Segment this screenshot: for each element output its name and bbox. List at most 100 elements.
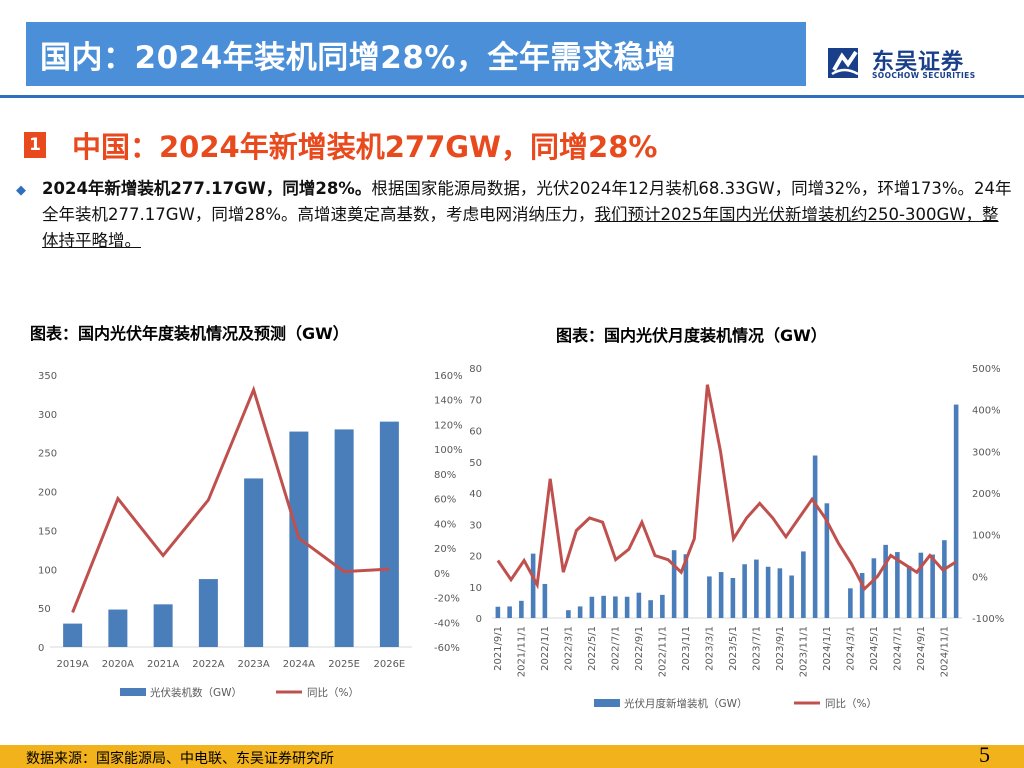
y-left-tick-label: 10 bbox=[469, 583, 482, 594]
y-right-tick-label: 100% bbox=[972, 531, 1001, 542]
x-tick-label: 2021A bbox=[147, 659, 179, 670]
x-tick-label: 2021/9/1 bbox=[493, 626, 504, 671]
y-right-tick-label: 120% bbox=[434, 420, 463, 431]
y-right-tick-label: 0% bbox=[972, 572, 988, 583]
bar-2025E bbox=[334, 429, 354, 647]
x-tick-label: 2024/7/1 bbox=[892, 626, 903, 671]
bar-2024/6/1 bbox=[883, 544, 888, 618]
y-left-tick-label: 50 bbox=[38, 604, 51, 615]
bar-2023/5/1 bbox=[730, 578, 736, 618]
y-left-tick-label: 80 bbox=[469, 364, 482, 375]
bar-2023/8/1 bbox=[765, 566, 771, 618]
x-tick-label: 2024/9/1 bbox=[916, 626, 927, 671]
y-right-tick-label: -20% bbox=[434, 594, 460, 605]
bar-2023/7/1 bbox=[754, 559, 759, 618]
bar-2022/9/1 bbox=[636, 592, 642, 618]
bar-2021/11/1 bbox=[519, 600, 524, 618]
x-tick-label: 2021/11/1 bbox=[516, 626, 527, 677]
bar-2022/6/1 bbox=[601, 595, 606, 618]
legend-bar-swatch bbox=[594, 699, 620, 707]
bar-2022/8/1 bbox=[624, 596, 630, 618]
y-left-tick-label: 200 bbox=[38, 488, 57, 499]
bar-2021A bbox=[153, 604, 173, 647]
page-number: 5 bbox=[979, 742, 990, 767]
y-left-tick-label: 0 bbox=[476, 614, 482, 625]
y-right-tick-label: -40% bbox=[434, 618, 460, 629]
summary-paragraph: 2024年新增装机277.17GW，同增28%。根据国家能源局数据，光伏2024… bbox=[42, 176, 1012, 254]
y-left-tick-label: 150 bbox=[38, 526, 57, 537]
bar-2022/4/1 bbox=[577, 606, 583, 618]
y-right-tick-label: 80% bbox=[434, 470, 456, 481]
diamond-bullet-icon: ◆ bbox=[16, 183, 26, 198]
bar-2021/9/1 bbox=[495, 606, 501, 618]
summary-text: 根据国家能源局数据，光伏2024年12月装机68.33GW，同增32%，环增17… bbox=[42, 179, 1012, 224]
bar-2022/11/1 bbox=[660, 594, 665, 618]
bar-2023/12/1 bbox=[812, 455, 818, 618]
x-tick-label: 2022/1/1 bbox=[540, 626, 551, 671]
title-bar: 国内：2024年装机同增28%，全年需求稳增 bbox=[26, 22, 806, 86]
summary-underlined: 我们预计2025年国内光伏新增装机约250-300GW，整体持平略增。 bbox=[42, 205, 999, 250]
x-tick-label: 2026E bbox=[373, 659, 405, 670]
yoy-line bbox=[71, 385, 390, 613]
y-right-tick-label: 160% bbox=[434, 371, 463, 382]
y-right-tick-label: 500% bbox=[972, 364, 1001, 375]
bar-2024/3/1 bbox=[848, 588, 853, 618]
bar-2019A bbox=[63, 623, 83, 647]
y-right-tick-label: -60% bbox=[434, 643, 460, 654]
soochow-logo-icon bbox=[828, 48, 859, 78]
bar-2023/6/1 bbox=[742, 564, 747, 618]
legend-line-label: 同比（%） bbox=[825, 697, 877, 710]
y-left-tick-label: 30 bbox=[469, 520, 482, 531]
x-tick-label: 2025E bbox=[328, 659, 360, 670]
legend-line-label: 同比（%） bbox=[307, 686, 359, 699]
y-left-tick-label: 0 bbox=[38, 643, 44, 654]
y-right-tick-label: 100% bbox=[434, 445, 463, 456]
bar-2022A bbox=[198, 579, 218, 647]
bar-2023/3/1 bbox=[707, 576, 712, 618]
logo-text-cn: 东吴证券 bbox=[872, 50, 965, 75]
bar-2024/10/1 bbox=[930, 554, 935, 618]
bar-2022/7/1 bbox=[613, 596, 618, 618]
bar-2022/1/1 bbox=[542, 583, 548, 618]
bar-2023/9/1 bbox=[777, 568, 783, 618]
x-tick-label: 2024/3/1 bbox=[845, 626, 856, 671]
x-tick-label: 2023/3/1 bbox=[704, 626, 715, 671]
bar-2024/4/1 bbox=[859, 573, 865, 618]
bar-2024/1/1 bbox=[824, 503, 830, 618]
yoy-line bbox=[496, 384, 957, 592]
x-tick-label: 2023/7/1 bbox=[751, 626, 762, 671]
bar-2024/8/1 bbox=[906, 566, 912, 618]
x-tick-label: 2024/5/1 bbox=[869, 626, 880, 671]
x-tick-label: 2022A bbox=[192, 659, 224, 670]
y-left-tick-label: 40 bbox=[469, 489, 482, 500]
bar-2023/1/1 bbox=[683, 554, 689, 618]
bar-2024/9/1 bbox=[918, 552, 924, 618]
bar-2020A bbox=[108, 609, 128, 647]
y-left-tick-label: 100 bbox=[38, 565, 57, 576]
bar-2024/11/1 bbox=[942, 540, 947, 618]
y-right-tick-label: 200% bbox=[972, 489, 1001, 500]
bar-2026E bbox=[379, 421, 399, 647]
bar-2024A bbox=[289, 431, 309, 647]
chart1-title: 图表：国内光伏年度装机情况及预测（GW） bbox=[30, 324, 349, 343]
legend-bar-label: 光伏月度新增装机（GW） bbox=[624, 697, 748, 710]
x-tick-label: 2024A bbox=[283, 659, 315, 670]
bar-2022/12/1 bbox=[671, 550, 677, 618]
y-right-tick-label: 60% bbox=[434, 495, 456, 506]
bar-2023/4/1 bbox=[718, 572, 724, 618]
data-source: 数据来源：国家能源局、中电联、东吴证券研究所 bbox=[26, 751, 334, 767]
summary-bold: 2024年新增装机277.17GW，同增28%。 bbox=[42, 179, 372, 198]
logo-text-en: SOOCHOW SECURITIES bbox=[872, 71, 976, 80]
bar-2022/5/1 bbox=[589, 596, 595, 618]
bar-2023/11/1 bbox=[801, 551, 806, 618]
x-tick-label: 2022/11/1 bbox=[657, 626, 668, 677]
legend-bar-label: 光伏装机数（GW） bbox=[150, 686, 242, 699]
y-right-tick-label: 400% bbox=[972, 406, 1001, 417]
header-divider bbox=[0, 95, 1024, 98]
bar-2022/10/1 bbox=[648, 600, 653, 618]
y-right-tick-label: 20% bbox=[434, 544, 456, 555]
chart2-title: 图表：国内光伏月度装机情况（GW） bbox=[556, 326, 827, 345]
y-right-tick-label: -100% bbox=[972, 614, 1004, 625]
x-tick-label: 2023/11/1 bbox=[798, 626, 809, 677]
